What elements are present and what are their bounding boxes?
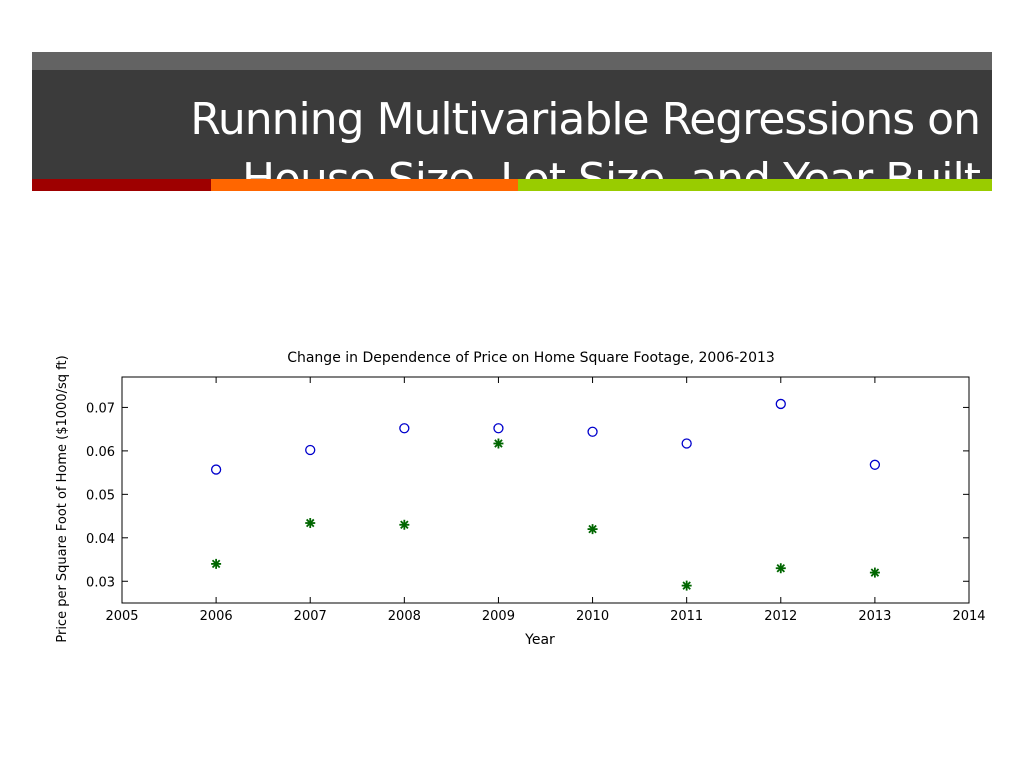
asterisk-marker bbox=[775, 563, 786, 574]
plot-area bbox=[121, 376, 970, 604]
accent-stripe bbox=[32, 179, 992, 191]
circle-marker bbox=[493, 423, 504, 434]
x-axis-label: Year bbox=[524, 632, 555, 648]
circle-marker bbox=[681, 438, 692, 449]
x-tick-label: 2009 bbox=[482, 609, 515, 624]
asterisk-stroke bbox=[305, 518, 315, 528]
accent-stripe-orange bbox=[211, 179, 518, 191]
x-tick-label: 2006 bbox=[200, 609, 233, 624]
x-tick-label: 2013 bbox=[858, 609, 891, 624]
asterisk-stroke bbox=[211, 559, 221, 569]
slide-title-line1: Running Multivariable Regressions on bbox=[190, 94, 981, 145]
x-tick-label: 2012 bbox=[764, 609, 797, 624]
accent-stripe-red bbox=[32, 179, 211, 191]
asterisk-stroke bbox=[588, 524, 597, 534]
y-tick-label: 0.07 bbox=[86, 401, 115, 416]
accent-stripe-green bbox=[518, 179, 992, 191]
y-axis-ticks: 0.03 0.04 0.05 0.06 0.07 bbox=[86, 401, 969, 590]
asterisk-stroke bbox=[682, 581, 691, 590]
x-tick-label: 2007 bbox=[294, 609, 327, 624]
circle-marker bbox=[210, 464, 222, 475]
asterisk-marker bbox=[493, 438, 504, 449]
scatter-chart: Change in Dependence of Price on Home Sq… bbox=[55, 350, 986, 648]
x-tick-label: 2010 bbox=[576, 609, 609, 624]
y-tick-label: 0.04 bbox=[86, 532, 115, 547]
y-tick-label: 0.03 bbox=[86, 575, 115, 590]
asterisk-marker bbox=[211, 558, 222, 569]
asterisk-stroke bbox=[870, 568, 880, 577]
y-tick-label: 0.05 bbox=[86, 488, 115, 503]
chart-title: Change in Dependence of Price on Home Sq… bbox=[287, 350, 775, 366]
asterisk-marker bbox=[587, 524, 598, 535]
asterisk-stroke bbox=[494, 439, 503, 448]
circle-marker bbox=[587, 426, 598, 437]
circle-marker bbox=[869, 459, 881, 470]
circle-marker bbox=[775, 398, 786, 410]
slide-title: Running Multivariable Regressions on Hou… bbox=[80, 90, 981, 210]
x-tick-label: 2005 bbox=[105, 609, 138, 624]
y-axis-label: Price per Square Foot of Home ($1000/sq … bbox=[55, 355, 70, 642]
title-banner: Running Multivariable Regressions on Hou… bbox=[32, 52, 992, 205]
banner-top-band bbox=[32, 52, 992, 70]
asterisk-marker bbox=[305, 518, 316, 529]
x-tick-label: 2014 bbox=[952, 609, 985, 624]
asterisk-stroke bbox=[400, 520, 409, 530]
circle-marker bbox=[305, 444, 316, 456]
x-axis-ticks: 2005 2006 2007 2008 2009 2010 2011 2012 2013 2014 bbox=[105, 377, 986, 624]
asterisk-marker bbox=[869, 567, 880, 578]
circle-marker bbox=[399, 423, 410, 434]
data-markers bbox=[210, 398, 881, 591]
x-tick-label: 2008 bbox=[388, 609, 421, 624]
x-tick-label: 2011 bbox=[670, 609, 703, 624]
banner-main: Running Multivariable Regressions on Hou… bbox=[32, 70, 992, 205]
asterisk-stroke bbox=[776, 563, 786, 573]
asterisk-marker bbox=[399, 519, 410, 530]
asterisk-marker bbox=[681, 580, 692, 591]
y-tick-label: 0.06 bbox=[86, 445, 115, 460]
